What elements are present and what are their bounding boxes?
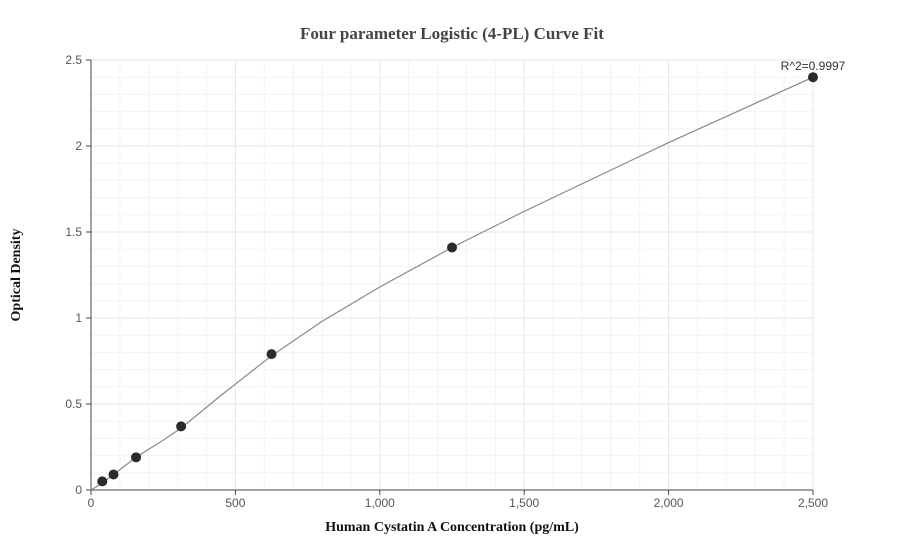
y-tick-label: 1.5	[65, 225, 82, 239]
x-axis-title: Human Cystatin A Concentration (pg/mL)	[325, 520, 579, 535]
data-point	[447, 242, 457, 253]
x-tick-label: 0	[88, 496, 95, 510]
axes	[90, 60, 813, 491]
y-tick-label: 2	[75, 139, 82, 153]
grid	[90, 59, 814, 491]
y-tick-label: 2.5	[65, 53, 82, 67]
data-points	[97, 72, 818, 487]
fit-curve-layer	[90, 76, 814, 491]
y-tick-label: 0.5	[65, 397, 82, 411]
x-tick-label: 2,000	[654, 496, 684, 510]
chart-title: Four parameter Logistic (4-PL) Curve Fit	[300, 24, 604, 43]
y-tick-label: 0	[75, 483, 82, 497]
data-point	[108, 469, 119, 480]
fit-curve	[90, 76, 814, 491]
x-tick-label: 500	[225, 496, 245, 510]
data-point	[266, 349, 277, 360]
data-point	[131, 452, 142, 463]
x-tick-label: 2,500	[798, 496, 828, 510]
x-tick-label: 1,500	[509, 496, 539, 510]
y-tick-label: 1	[75, 311, 82, 325]
r-squared-annotation: R^2=0.9997	[781, 59, 846, 73]
data-point	[808, 72, 818, 83]
ticks: 0 500 1,000 1,500 2,000 2,500 0 0.5 1 1.5 2 2.5	[65, 53, 828, 510]
y-axis-title: Optical Density	[9, 229, 24, 322]
data-point	[97, 476, 108, 487]
x-tick-label: 1,000	[365, 496, 395, 510]
data-point	[176, 421, 187, 432]
